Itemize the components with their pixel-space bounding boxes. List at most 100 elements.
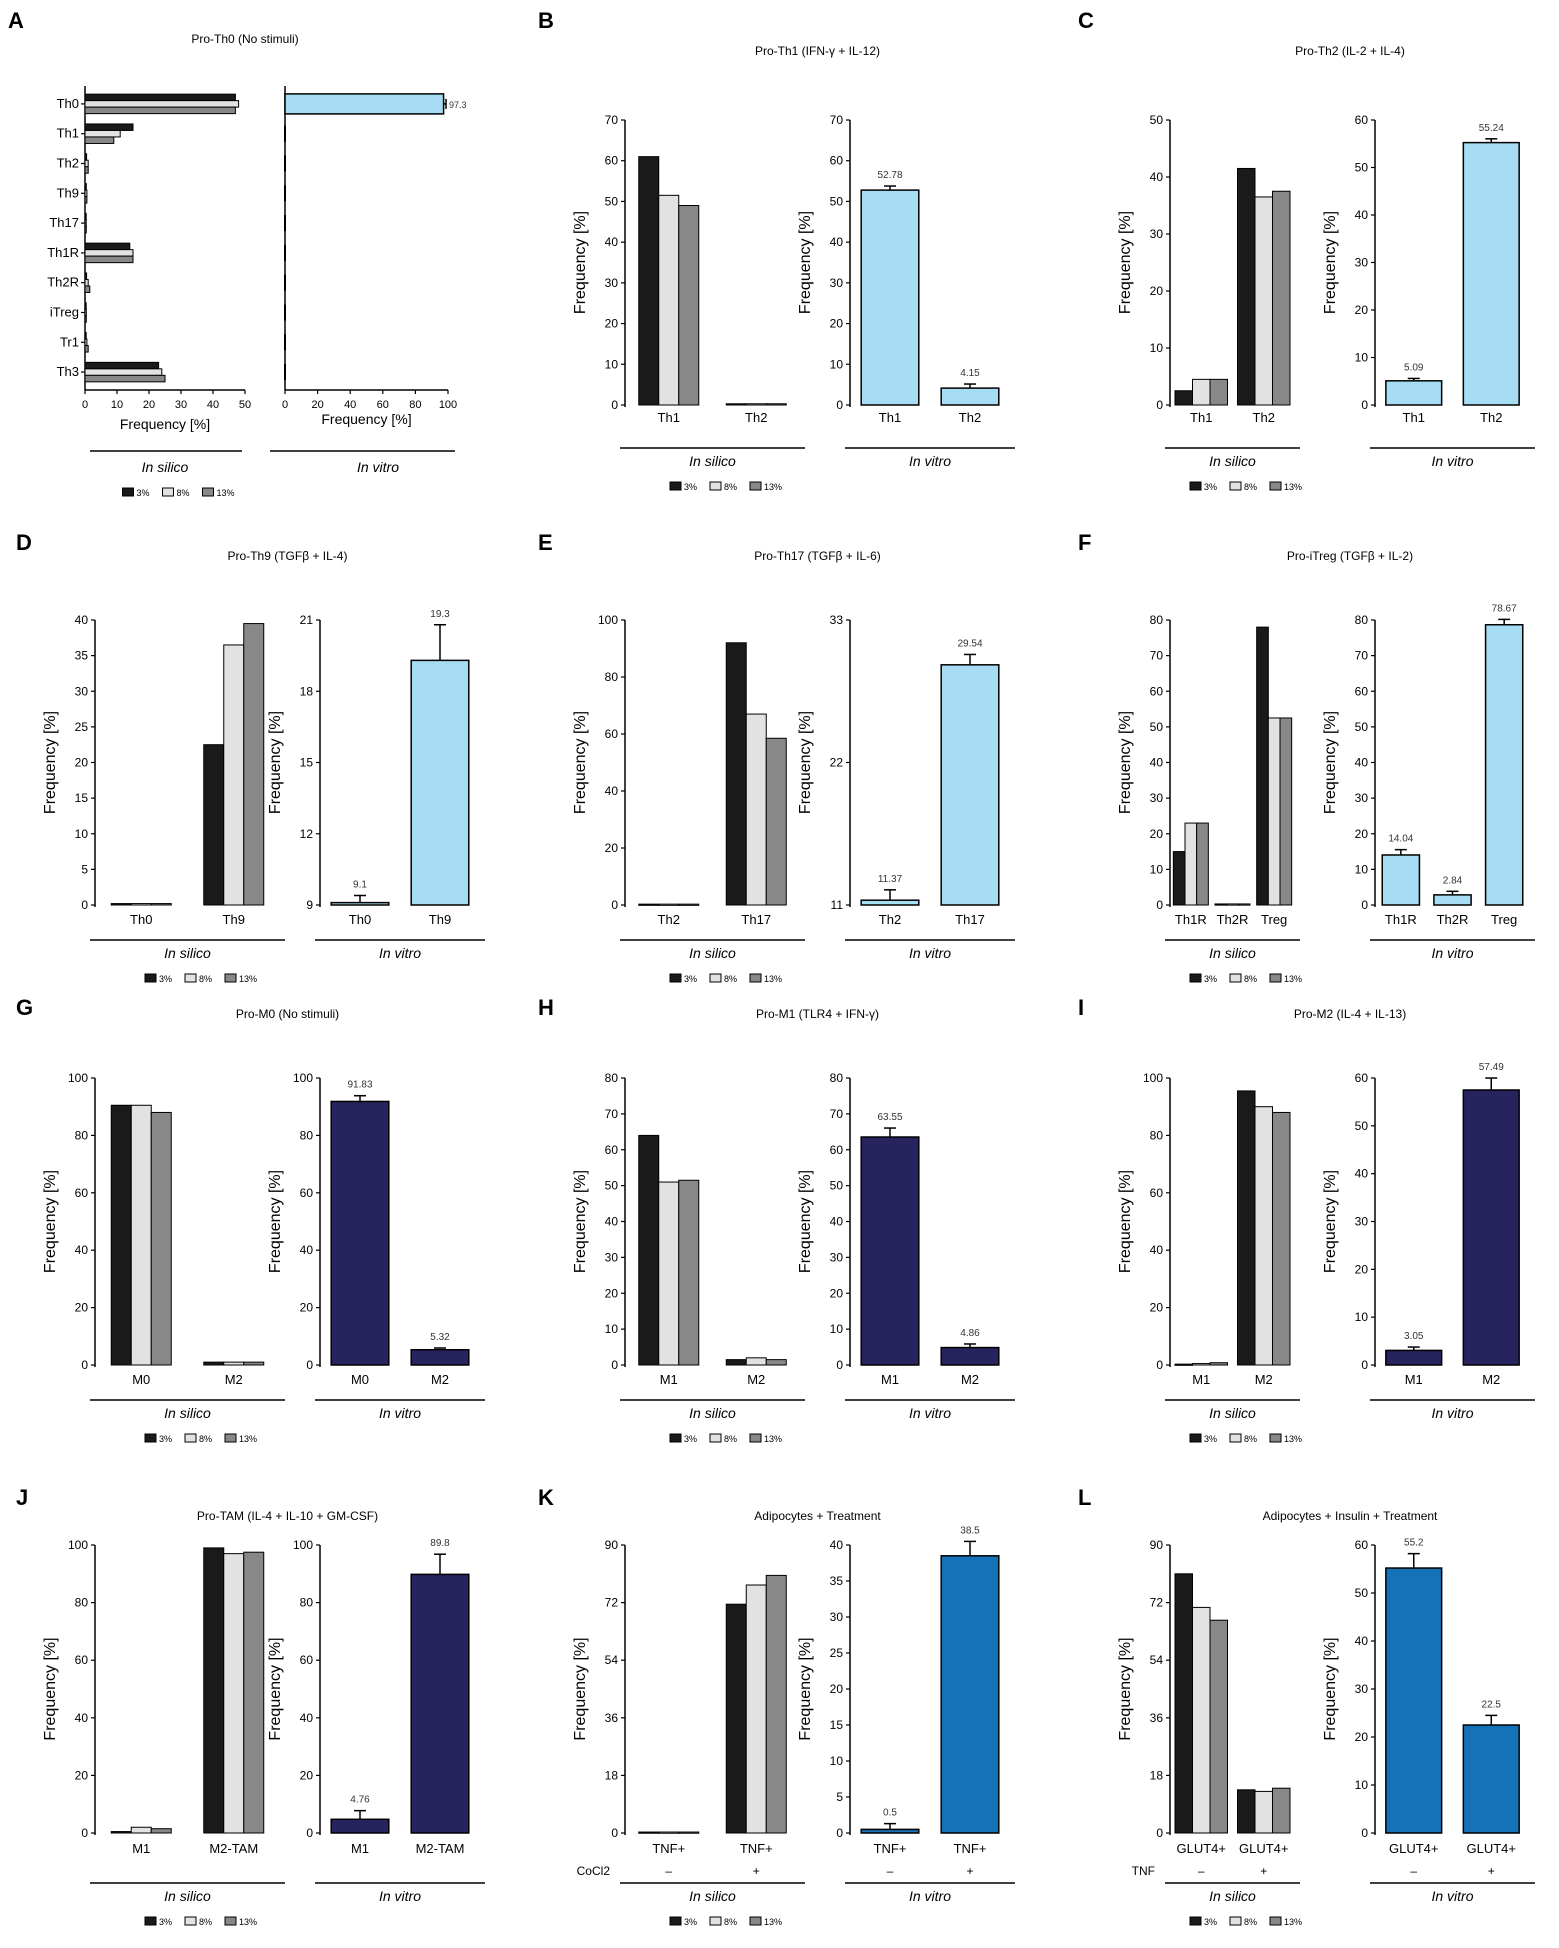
panel-l-silico-bar-GLUT4+-3%	[1237, 1789, 1256, 1834]
panel-f-vitro-y-tick-label: 40	[1355, 756, 1369, 770]
panel-b-silico-bar-Th1-13%	[678, 205, 700, 406]
panel-h-title: Pro-M1 (TLR4 + IFN-γ)	[756, 1007, 879, 1021]
panel-h-legend-swatch-8%	[709, 1433, 722, 1443]
panel-h-vitro-x-label: M1	[881, 1372, 899, 1387]
panel-k-silico-y-tick-label: 36	[605, 1711, 619, 1725]
panel-f-silico-y-tick-label: 30	[1150, 791, 1164, 805]
panel-j-letter: J	[16, 1485, 28, 1510]
panel-k-vitro-y-tick-label: 5	[836, 1790, 843, 1804]
panel-c-silico-y-axis-title: Frequency [%]	[1117, 211, 1134, 314]
panel-a-vitro-value-label: 97.3	[449, 100, 467, 110]
panel-f-letter: F	[1078, 530, 1091, 555]
panel-b-legend-swatch-3%	[669, 481, 682, 491]
panel-g-title: Pro-M0 (No stimuli)	[236, 1007, 339, 1021]
panel-k-legend-swatch-3%	[669, 1916, 682, 1926]
panel-e-title: Pro-Th17 (TGFβ + IL-6)	[754, 549, 881, 563]
panel-c-silico-label: In silico	[1209, 453, 1256, 469]
panel-j-vitro-x-label: M1	[351, 1841, 369, 1856]
panel-a-vitro-bar-Th0	[284, 93, 445, 115]
panel-d-vitro-x-label: Th9	[429, 912, 451, 927]
panel-k-silico-y-tick-label: 72	[605, 1596, 619, 1610]
panel-d-legend-label-3%: 3%	[159, 974, 172, 984]
panel-e-letter: E	[538, 530, 553, 555]
panel-f-silico-label: In silico	[1209, 945, 1256, 961]
panel-d-silico-bar-Th0-8%	[130, 903, 152, 906]
panel-d-silico-y-tick-label: 35	[75, 649, 89, 663]
panel-f-vitro-value-label: 2.84	[1443, 875, 1463, 886]
panel-l-silico-x-label: GLUT4+	[1177, 1841, 1227, 1856]
panel-k-vitro-bar-TNF+	[860, 1828, 920, 1834]
panel-g-legend-label-3%: 3%	[159, 1434, 172, 1444]
panel-k-treatment-vitro: –	[887, 1864, 894, 1878]
panel-b-silico-y-axis-title: Frequency [%]	[572, 211, 589, 314]
panel-h-silico-y-tick-label: 60	[605, 1143, 619, 1157]
panel-g-silico-y-tick-label: 60	[75, 1186, 89, 1200]
panel-f-vitro-y-tick-label: 80	[1355, 613, 1369, 627]
panel-l-vitro-value-label: 22.5	[1482, 1699, 1502, 1710]
panel-l-silico-bar-GLUT4+-3%	[1174, 1573, 1193, 1834]
panel-c-silico-x-label: Th2	[1253, 410, 1275, 425]
panel-i-silico-y-tick-label: 0	[1156, 1358, 1163, 1372]
panel-g-vitro-y-axis-title: Frequency [%]	[267, 1170, 284, 1273]
panel-g-vitro-bar-M0	[330, 1100, 390, 1366]
panel-f-silico-y-tick-label: 40	[1150, 756, 1164, 770]
panel-b-vitro-y-tick-label: 30	[830, 276, 844, 290]
panel-j-silico-y-tick-label: 20	[75, 1768, 89, 1782]
panel-i-silico-y-axis-title: Frequency [%]	[1117, 1170, 1134, 1273]
panel-c-vitro-bar-Th2	[1462, 141, 1520, 406]
panel-d-silico-y-tick-label: 15	[75, 791, 89, 805]
panel-a-silico-bar-Th1-3%	[84, 123, 134, 131]
panel-a-silico-bar-Th2-3%	[84, 153, 88, 161]
panel-a-vitro-bar-Th3	[284, 364, 286, 381]
panel-j-title: Pro-TAM (IL-4 + IL-10 + GM-CSF)	[197, 1509, 378, 1523]
panel-e-vitro-x-label: Th2	[879, 912, 901, 927]
panel-d-silico-y-tick-label: 10	[75, 827, 89, 841]
panel-j-silico-bar-M2-TAM-3%	[203, 1547, 225, 1834]
panel-h-legend-label-3%: 3%	[684, 1434, 697, 1444]
panel-g-silico-bar-M2-13%	[243, 1361, 265, 1366]
panel-b-silico-x-label: Th1	[658, 410, 680, 425]
panel-g-vitro-x-label: M0	[351, 1372, 369, 1387]
panel-c-vitro-y-tick-label: 0	[1361, 398, 1368, 412]
panel-f-vitro-x-label: Th1R	[1385, 912, 1417, 927]
panel-l-silico-bar-GLUT4+-13%	[1272, 1787, 1291, 1834]
panel-h-letter: H	[538, 995, 554, 1020]
panel-k-silico-bar-TNF+-3%	[638, 1831, 660, 1834]
panel-a-y-label: Th1R	[47, 245, 79, 260]
panel-g-vitro-y-tick-label: 40	[300, 1243, 314, 1257]
panel-i-vitro-value-label: 57.49	[1479, 1062, 1504, 1073]
panel-c-vitro-x-label: Th1	[1403, 410, 1425, 425]
panel-h-vitro-y-tick-label: 50	[830, 1179, 844, 1193]
panel-k-letter: K	[538, 1485, 554, 1510]
panel-f-silico-bar-Treg-3%	[1256, 626, 1269, 906]
panel-d-silico-bar-Th9-8%	[223, 644, 245, 906]
panel-l-silico-y-tick-label: 72	[1150, 1596, 1164, 1610]
panel-h-legend-label-8%: 8%	[724, 1434, 737, 1444]
panel-l-silico-bar-GLUT4+-13%	[1209, 1619, 1228, 1834]
panel-c-vitro-y-tick-label: 40	[1355, 208, 1369, 222]
panel-e-silico-x-label: Th17	[741, 912, 771, 927]
panel-h-vitro-bar-M1	[860, 1136, 920, 1366]
panel-a-vitro-bar-Th1	[284, 125, 286, 142]
panel-a-y-label: Tr1	[60, 334, 79, 349]
panel-a-silico-bar-Th9-3%	[84, 183, 87, 191]
panel-k-vitro-y-tick-label: 0	[836, 1826, 843, 1840]
panel-c-vitro-bar-Th1	[1385, 380, 1443, 406]
panel-b-legend-label-13%: 13%	[764, 482, 782, 492]
panel-i-vitro-y-tick-label: 30	[1355, 1215, 1369, 1229]
panel-f-silico-y-axis-title: Frequency [%]	[1117, 711, 1134, 814]
panel-f-vitro-y-tick-label: 60	[1355, 684, 1369, 698]
panel-f-vitro-x-label: Th2R	[1437, 912, 1469, 927]
panel-a-silico-bar-Th2R-8%	[84, 278, 89, 287]
panel-k-legend-label-8%: 8%	[724, 1917, 737, 1927]
panel-i-vitro-y-tick-label: 0	[1361, 1358, 1368, 1372]
panel-h-silico-bar-M2-3%	[725, 1359, 747, 1366]
panel-a-vitro-bar-Th9	[284, 185, 286, 202]
panel-e-silico-y-tick-label: 80	[605, 670, 619, 684]
panel-f-vitro-y-tick-label: 10	[1355, 862, 1369, 876]
panel-g-silico-y-tick-label: 40	[75, 1243, 89, 1257]
panel-d-legend-label-13%: 13%	[239, 974, 257, 984]
panel-l-silico-label: In silico	[1209, 1888, 1256, 1904]
panel-a-silico-bar-Th1-13%	[84, 136, 115, 144]
panel-d-vitro-y-tick-label: 12	[300, 827, 314, 841]
